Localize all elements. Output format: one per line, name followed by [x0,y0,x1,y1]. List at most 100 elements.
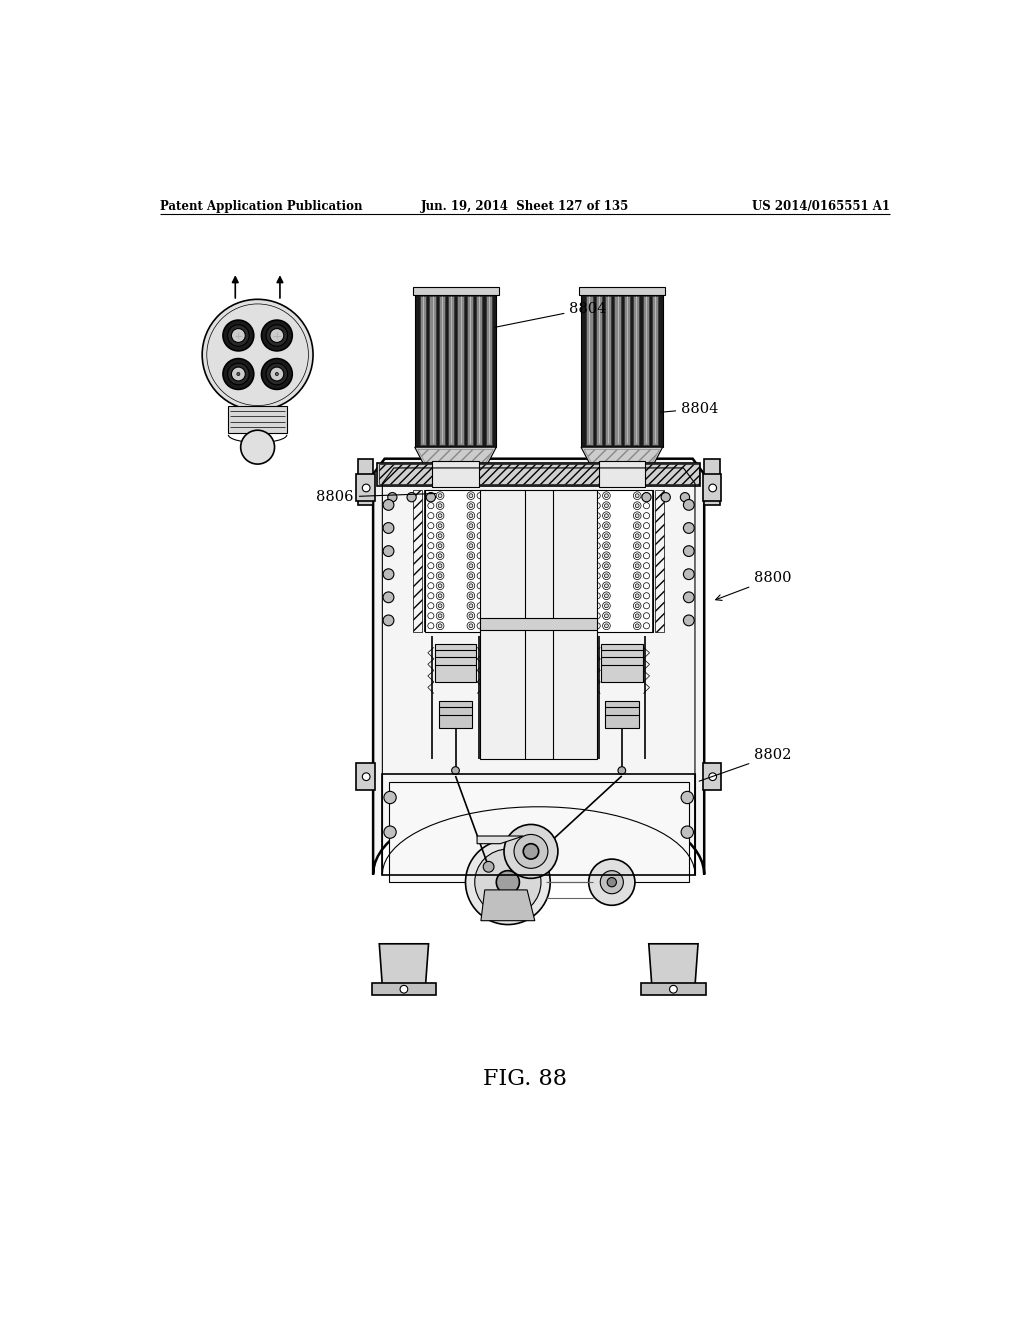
Polygon shape [652,296,658,445]
Bar [580,286,665,294]
Circle shape [635,594,639,598]
Circle shape [604,574,608,578]
Circle shape [407,492,416,502]
Bar [436,462,475,478]
Circle shape [635,574,639,578]
Bar [702,763,721,789]
Bar [432,462,478,478]
Circle shape [635,494,639,498]
Circle shape [223,359,254,389]
Bar [480,618,597,631]
Circle shape [438,614,442,618]
Polygon shape [485,296,492,445]
Circle shape [604,494,608,498]
Circle shape [437,480,442,486]
Circle shape [504,825,558,878]
Bar [601,644,643,682]
Circle shape [469,513,473,517]
Polygon shape [372,983,436,995]
Circle shape [438,603,442,607]
Circle shape [635,614,639,618]
Polygon shape [379,944,429,986]
Polygon shape [415,293,497,447]
Polygon shape [581,293,663,447]
Circle shape [223,321,254,351]
Circle shape [469,533,473,537]
Circle shape [388,492,397,502]
Bar [605,477,639,486]
Circle shape [604,504,608,508]
Circle shape [469,614,473,618]
Bar [602,462,641,478]
Circle shape [469,603,473,607]
Bar [438,477,472,486]
Bar [488,490,498,632]
Circle shape [604,614,608,618]
Circle shape [604,594,608,598]
Circle shape [384,826,396,838]
Circle shape [607,878,616,887]
Circle shape [629,480,634,486]
Circle shape [456,480,461,486]
Circle shape [635,504,639,508]
Bar [705,459,720,506]
Circle shape [683,569,694,579]
Bar [425,490,486,632]
Polygon shape [420,296,426,445]
Bar [591,490,652,632]
Circle shape [462,480,467,486]
Polygon shape [477,836,523,843]
Circle shape [231,329,246,342]
Circle shape [275,372,279,375]
Circle shape [383,545,394,557]
Circle shape [635,603,639,607]
Polygon shape [449,296,455,445]
Circle shape [635,583,639,587]
Circle shape [642,492,651,502]
Circle shape [469,504,473,508]
Polygon shape [581,447,663,478]
Circle shape [438,544,442,548]
Circle shape [683,545,694,557]
Circle shape [362,774,370,780]
Polygon shape [476,296,482,445]
Circle shape [241,430,274,465]
Circle shape [227,325,249,346]
Circle shape [604,513,608,517]
Bar [438,701,472,729]
Bar [580,490,589,632]
Bar [599,462,645,478]
Circle shape [469,564,473,568]
Circle shape [514,834,548,869]
Polygon shape [633,296,639,445]
Circle shape [438,574,442,578]
Circle shape [617,767,626,775]
Circle shape [589,859,635,906]
Circle shape [383,615,394,626]
Polygon shape [642,296,648,445]
Polygon shape [467,296,473,445]
Circle shape [680,492,689,502]
Circle shape [635,524,639,528]
Bar [379,465,698,484]
Text: 8804: 8804 [660,401,719,416]
Polygon shape [596,296,602,445]
Circle shape [635,624,639,628]
Circle shape [518,862,528,873]
Circle shape [662,492,671,502]
Circle shape [635,554,639,557]
Circle shape [438,583,442,587]
Bar [702,474,721,502]
Circle shape [466,840,550,924]
Circle shape [438,513,442,517]
Circle shape [635,564,639,568]
Polygon shape [373,459,705,875]
Circle shape [670,985,677,993]
Bar [432,461,478,487]
Circle shape [443,480,449,486]
Polygon shape [641,983,706,995]
Polygon shape [624,296,630,445]
Polygon shape [614,296,621,445]
Text: Patent Application Publication: Patent Application Publication [160,199,362,213]
Bar [655,490,665,632]
